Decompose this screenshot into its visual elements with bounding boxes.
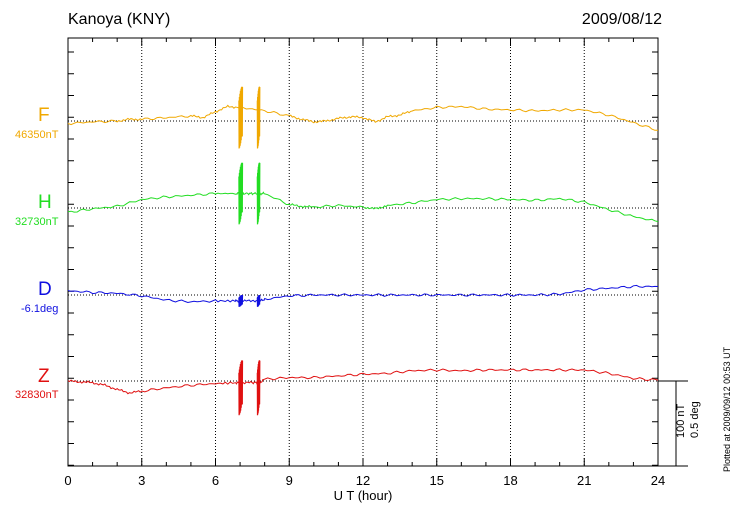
axis-ticks [67, 38, 659, 466]
burst-h [256, 162, 261, 225]
series-line-z [67, 368, 659, 395]
series-name-z: Z [38, 366, 50, 387]
plot-frame [67, 37, 659, 467]
burst-d [256, 294, 261, 307]
series-line-f [67, 104, 658, 131]
series-line-h [67, 191, 659, 223]
burst-z [238, 360, 244, 416]
burst-d [238, 294, 244, 307]
plot-date: 2009/08/12 [581, 11, 662, 28]
x-tick-label: 12 [356, 473, 370, 488]
plotted-timestamp: Plotted at 2009/09/12 00:53 UT [722, 346, 730, 472]
series-name-d: D [38, 279, 52, 300]
burst-h [238, 162, 244, 225]
series-layer [67, 104, 659, 395]
x-axis-label: U T (hour) [334, 488, 393, 503]
baseline-label-h: 32730nT [15, 216, 59, 228]
series-line-d [67, 284, 659, 304]
x-tick-label: 0 [64, 473, 71, 488]
burst-z [256, 360, 261, 416]
burst-f [256, 86, 261, 149]
x-tick-label: 18 [503, 473, 517, 488]
pulse-bursts [238, 86, 261, 416]
station-title: Kanoya (KNY) [68, 11, 171, 28]
series-name-f: F [38, 105, 50, 126]
x-tick-label: 24 [651, 473, 665, 488]
burst-f [238, 86, 244, 149]
scale-label-deg: 0.5 deg [689, 401, 701, 438]
x-tick-label: 3 [138, 473, 145, 488]
scale-label-nt: 100 nT [675, 403, 687, 438]
x-tick-label: 6 [212, 473, 219, 488]
series-name-h: H [38, 192, 52, 213]
x-tick-label: 21 [577, 473, 591, 488]
scale-bar [658, 380, 688, 467]
baseline-label-z: 32830nT [15, 389, 59, 401]
x-tick-label: 15 [430, 473, 444, 488]
baseline-label-f: 46350nT [15, 129, 59, 141]
baseline-label-d: -6.1deg [21, 303, 59, 315]
grid-lines [68, 38, 658, 466]
x-tick-label: 9 [286, 473, 293, 488]
x-tick-labels: 0 3 6 9 12 15 18 21 24 [64, 473, 665, 488]
